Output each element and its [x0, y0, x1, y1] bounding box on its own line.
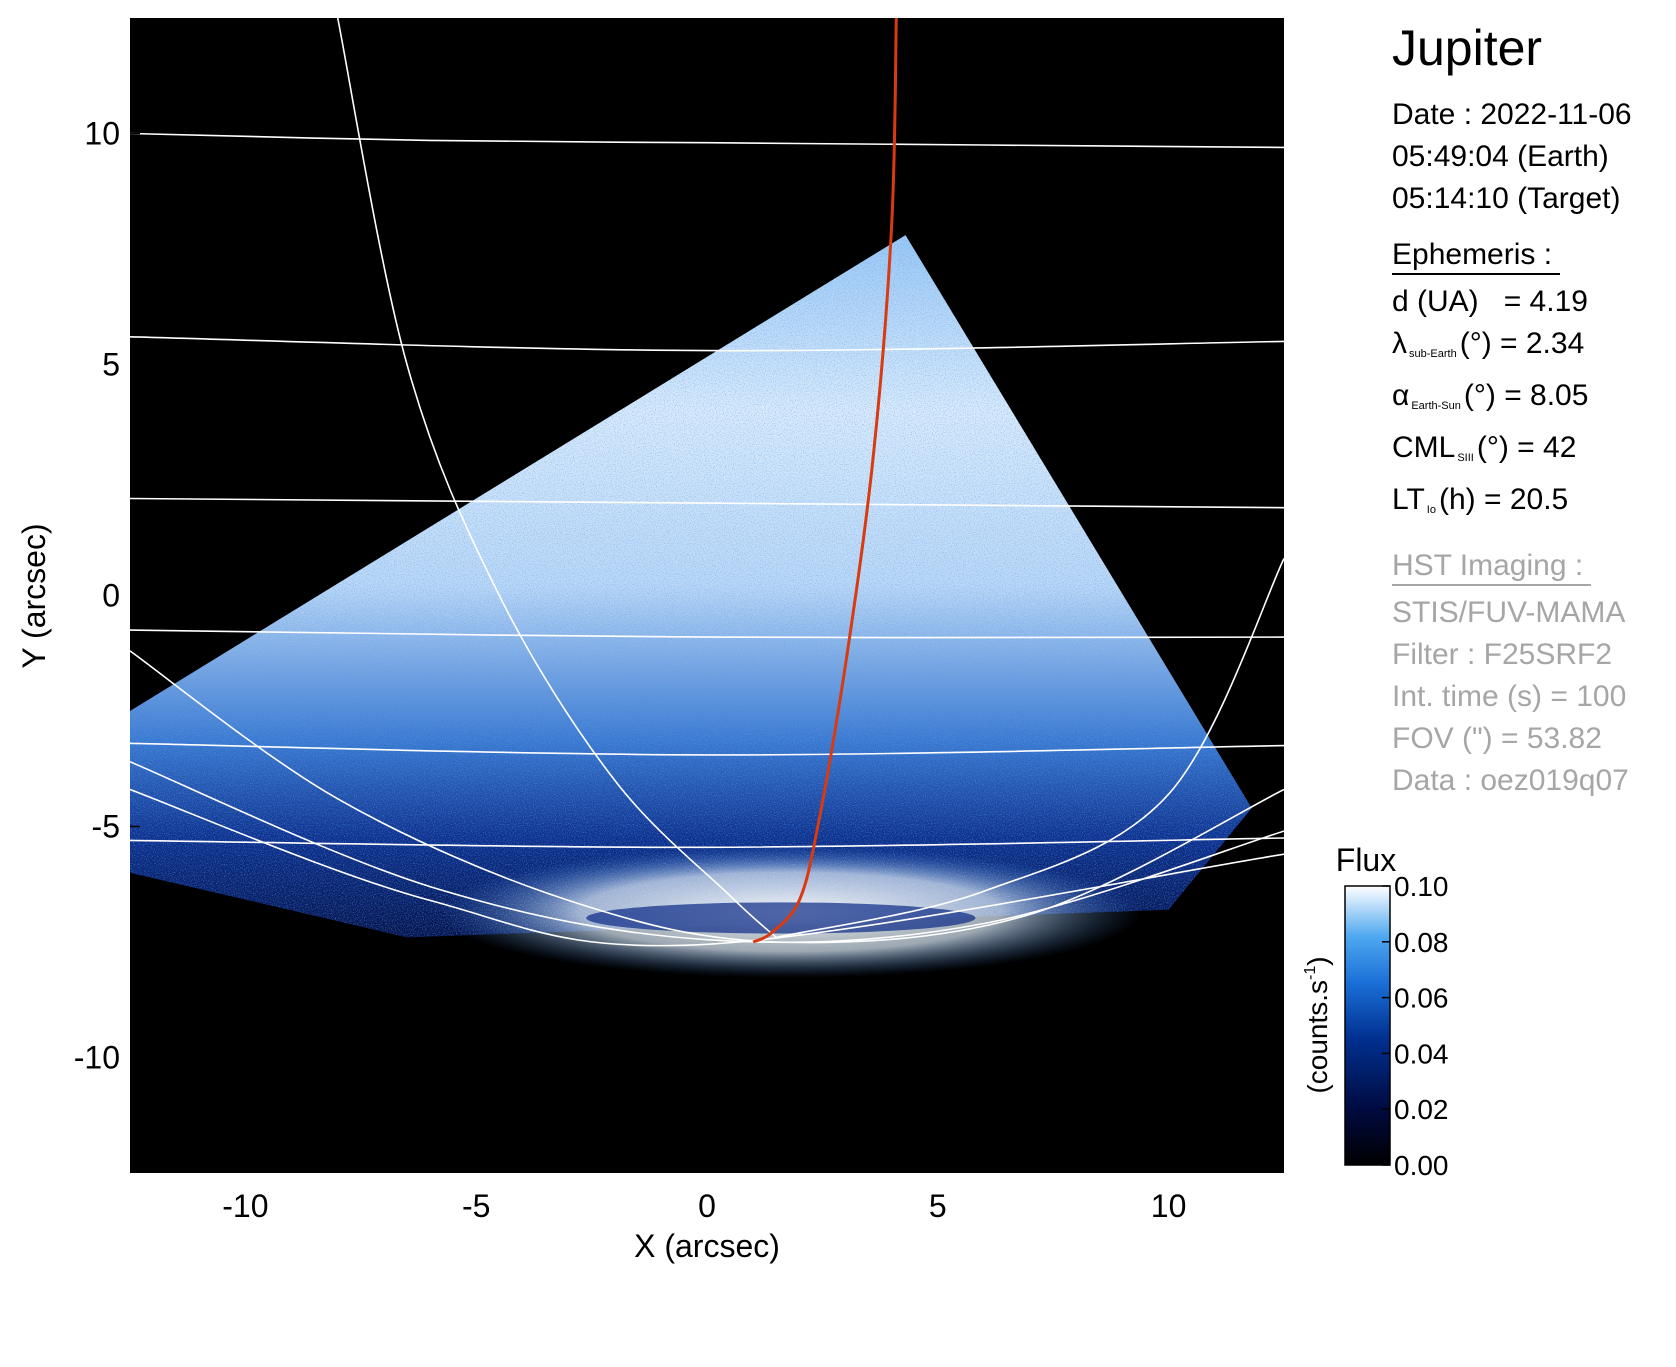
phase-value: (°) = 8.05: [1463, 379, 1589, 412]
y-tick-label: 0: [102, 578, 120, 614]
colorbar-tick-label: 0.00: [1394, 1150, 1449, 1181]
distance-row: d (UA) = 4.19: [1392, 281, 1676, 323]
latitude-row: λ sub-Earth (°) = 2.34: [1392, 323, 1676, 375]
colorbar-unit-label: (counts.s-1): [1302, 956, 1333, 1093]
cml-value: (°) = 42: [1476, 431, 1577, 464]
longitude-line: [130, 650, 1284, 944]
colorbar-unit-exponent: -1: [1302, 966, 1319, 980]
local-time-subscript: Io: [1426, 504, 1436, 516]
x-tick-label: -5: [462, 1188, 490, 1224]
colorbar-ticks: 0.10 0.08 0.06 0.04 0.02 0.00: [1382, 871, 1449, 1181]
latitude-line: [130, 837, 1284, 849]
colorbar: Flux 0.10 0.08 0.06 0.04 0.02 0.00 (counts.s-…: [1302, 842, 1449, 1181]
x-tick-label: -10: [222, 1188, 268, 1224]
local-time-value: (h) = 20.5: [1438, 483, 1569, 516]
latitude-value: (°) = 2.34: [1459, 327, 1585, 360]
phase-symbol: α: [1392, 379, 1410, 412]
longitude-line: [130, 761, 1284, 944]
ephemeris-header: Ephemeris :: [1392, 237, 1561, 275]
red-meridian-line: [752, 17, 898, 944]
instrument: STIS/FUV-MAMA: [1392, 596, 1626, 629]
integration-time: Int. time (s) = 100: [1392, 680, 1627, 713]
x-tick-label: 10: [1151, 1188, 1187, 1224]
x-tick-label: 0: [698, 1188, 716, 1224]
colorbar-unit-close: ): [1302, 956, 1333, 965]
latitude-line: [130, 132, 1284, 149]
y-tick-label: -10: [74, 1040, 120, 1076]
y-axis-label: Y (arcsec): [16, 523, 52, 668]
y-tick-label: 5: [102, 347, 120, 383]
hst-header: HST Imaging :: [1392, 548, 1592, 586]
filter: Filter : F25SRF2: [1392, 638, 1613, 671]
colorbar-tick-label: 0.06: [1394, 983, 1449, 1014]
planetographic-grid: [130, 18, 1284, 947]
dataset-id: Data : oez019q07: [1392, 764, 1629, 797]
latitude-symbol: λ: [1392, 327, 1407, 360]
distance-value: = 4.19: [1503, 285, 1588, 318]
local-time-row: LT Io (h) = 20.5: [1392, 479, 1676, 531]
cml-row: CML SIII (°) = 42: [1392, 427, 1676, 479]
target-title: Jupiter: [1392, 20, 1543, 76]
distance-label: d (UA): [1392, 285, 1479, 318]
colorbar-unit-text: (counts.s: [1302, 980, 1333, 1094]
colorbar-tick-label: 0.04: [1394, 1038, 1449, 1069]
x-tick-label: 5: [929, 1188, 947, 1224]
colorbar-tick-label: 0.02: [1394, 1094, 1449, 1125]
y-tick-label: 10: [84, 116, 120, 152]
longitude-line: [130, 788, 1284, 947]
longitude-line: [336, 18, 777, 938]
colorbar-tick-label: 0.10: [1394, 871, 1449, 902]
latitude-line: [130, 336, 1284, 352]
y-tick-label: -5: [92, 809, 120, 845]
latitude-line: [130, 497, 1284, 509]
local-time-symbol: LT: [1392, 483, 1425, 516]
phase-subscript: Earth-Sun: [1411, 400, 1461, 412]
colorbar-tick-label: 0.08: [1394, 927, 1449, 958]
phase-row: α Earth-Sun (°) = 8.05: [1392, 375, 1676, 427]
latitude-subscript: sub-Earth: [1409, 348, 1457, 360]
observation-date: Date : 2022-11-06: [1392, 98, 1632, 131]
earth-time: 05:49:04 (Earth): [1392, 140, 1609, 173]
cml-subscript: SIII: [1457, 452, 1474, 464]
polar-cap-region: [586, 902, 976, 934]
cml-symbol: CML: [1392, 431, 1456, 464]
latitude-line: [130, 629, 1284, 639]
axes: -10 -5 0 5 10 10 5 0 -5 -10: [74, 116, 1187, 1225]
field-of-view: FOV (") = 53.82: [1392, 722, 1602, 755]
target-time: 05:14:10 (Target): [1392, 182, 1621, 215]
info-panel: Jupiter Date : 2022-11-06 05:49:04 (Eart…: [1392, 18, 1676, 802]
longitude-line: [776, 558, 1284, 939]
colorbar-title: Flux: [1336, 842, 1396, 878]
colorbar-gradient: [1344, 885, 1391, 1166]
latitude-line: [130, 742, 1284, 756]
x-axis-label: X (arcsec): [634, 1228, 780, 1264]
